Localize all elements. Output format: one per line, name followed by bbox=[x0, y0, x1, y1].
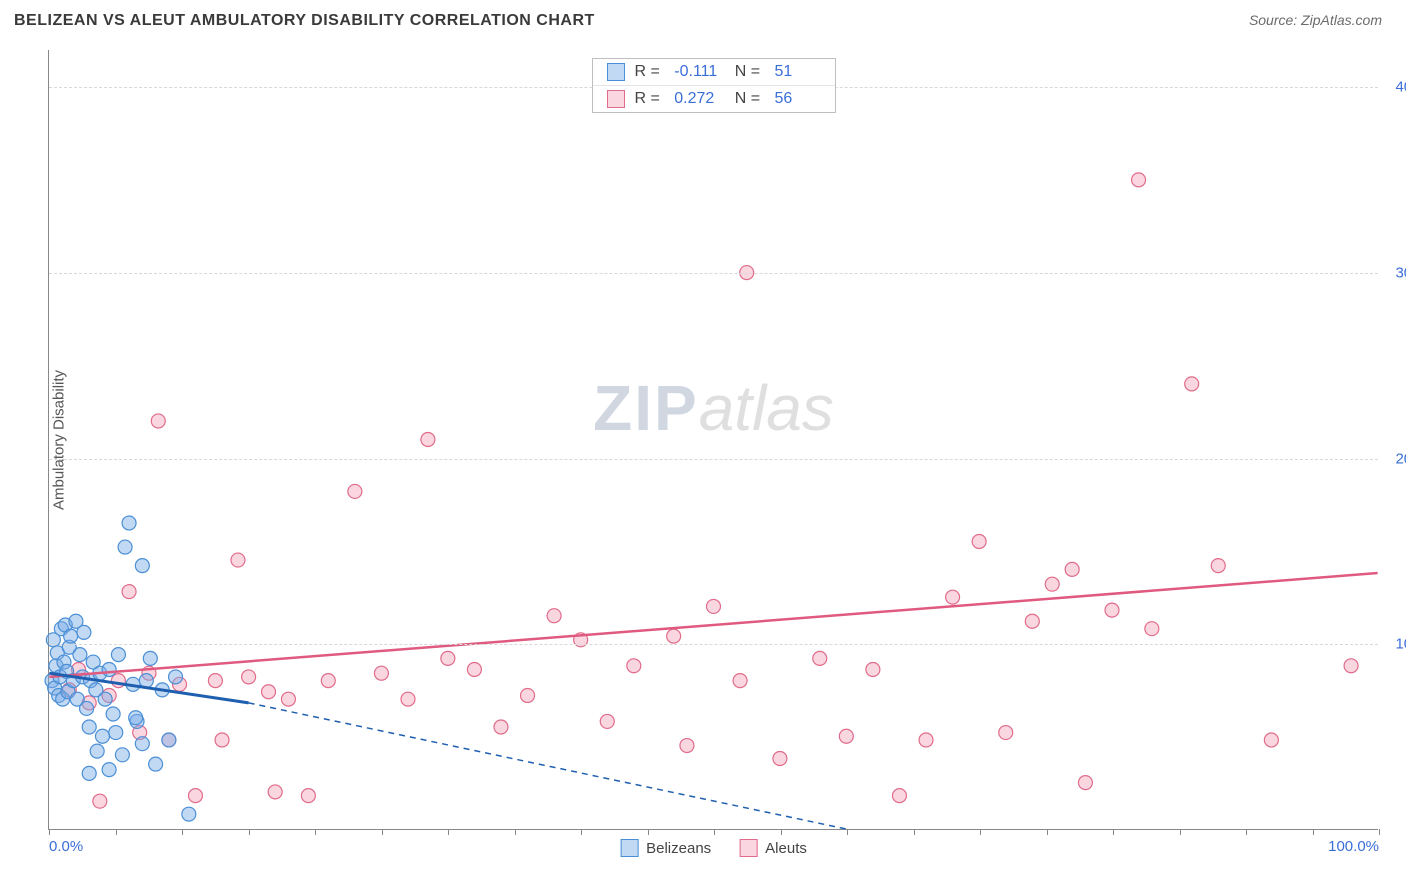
legend-label-aleuts: Aleuts bbox=[765, 840, 807, 857]
plot-svg bbox=[49, 50, 1378, 829]
legend-item-aleuts: Aleuts bbox=[739, 839, 807, 857]
y-tick-label: 40.0% bbox=[1383, 79, 1406, 96]
legend-item-belizeans: Belizeans bbox=[620, 839, 711, 857]
y-tick-label: 30.0% bbox=[1383, 264, 1406, 281]
stats-row-aleuts: R = 0.272 N = 56 bbox=[592, 85, 834, 112]
chart-source: Source: ZipAtlas.com bbox=[1249, 12, 1382, 28]
y-tick-label: 20.0% bbox=[1383, 450, 1406, 467]
chart-plot-area: Ambulatory Disability ZIPatlas R = -0.11… bbox=[48, 50, 1378, 830]
x-tick-label: 100.0% bbox=[1328, 838, 1379, 855]
y-tick-label: 10.0% bbox=[1383, 636, 1406, 653]
stats-legend: R = -0.111 N = 51 R = 0.272 N = 56 bbox=[591, 58, 835, 113]
swatch-belizeans bbox=[606, 63, 624, 81]
swatch-aleuts bbox=[606, 90, 624, 108]
series-legend: Belizeans Aleuts bbox=[620, 839, 807, 857]
x-tick-label: 0.0% bbox=[49, 838, 83, 855]
swatch-aleuts-icon bbox=[739, 839, 757, 857]
swatch-belizeans-icon bbox=[620, 839, 638, 857]
legend-label-belizeans: Belizeans bbox=[646, 840, 711, 857]
stats-row-belizeans: R = -0.111 N = 51 bbox=[592, 59, 834, 85]
chart-title: BELIZEAN VS ALEUT AMBULATORY DISABILITY … bbox=[14, 12, 595, 30]
